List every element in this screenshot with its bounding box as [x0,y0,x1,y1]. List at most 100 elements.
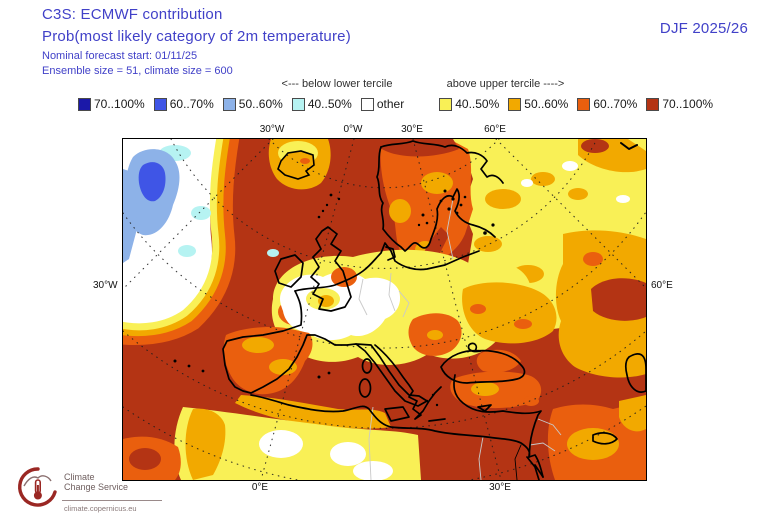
copernicus-logo-block: Climate Change Service climate.copernicu… [16,466,246,519]
legend-item: 40..50% [439,97,499,111]
forecast-start-text: Nominal forecast start: 01/11/25 [42,50,198,62]
legend-swatch [222,97,236,111]
legend-label: 70..100% [94,97,145,111]
axis-top-60e: 60°E [484,124,506,135]
probability-map [122,138,647,481]
region-amber-ukraine [462,282,557,344]
blob-amber [485,189,521,209]
legend-swatch [439,97,453,111]
band-orange [123,139,240,346]
season-label: DJF 2025/26 [659,20,748,37]
blob-amber [269,359,297,375]
blob-orange [523,396,539,406]
legend-item: 70..100% [646,97,713,111]
legend-swatch [291,97,305,111]
legend-label: 40..50% [307,97,352,111]
axis-bottom-0e: 0°E [251,482,269,493]
blob-white-sahara [259,430,303,458]
region-ltblue-edge [123,169,137,263]
map-canvas [123,139,646,480]
above-tercile-label: above upper tercile ----> [446,78,565,90]
legend-item: 60..70% [577,97,637,111]
page-subtitle: Prob(most likely category of 2m temperat… [42,28,351,45]
blob-orange [470,304,486,314]
legend-label: 50..60% [238,97,283,111]
blob-cyan [178,245,196,257]
legend-label: 60..70% [593,97,638,111]
legend-swatch [153,97,167,111]
logo-line2: Change Service [64,482,129,492]
legend-item: other [360,97,405,111]
blob-white [616,195,630,203]
legend-swatch [577,97,591,111]
blob-white-sahara [353,461,393,480]
logo-text: Climate Change Service [64,472,128,492]
region-orange-blacksea-east [476,349,521,373]
coastlines [222,140,646,480]
logo-line1: Climate [64,472,95,482]
legend-item: 60..70% [153,97,214,111]
logo-mountains [23,475,52,487]
region-amber-morocco [185,408,226,480]
ensemble-size-text: Ensemble size = 51, climate size = 600 [42,65,233,77]
legend-item: 50..60% [508,97,568,111]
band-yellow [123,139,224,331]
axis-top-30e: 30°E [401,124,423,135]
legend-swatch [360,97,374,111]
band-amber [123,139,230,337]
graticule [123,139,646,480]
legend-label: 50..60% [524,97,569,111]
blob-red-arctic [581,139,609,153]
blob-amber [389,199,411,223]
blob-orange [583,252,603,266]
legend-swatch [508,97,522,111]
axis-left-30w: 30°W [93,280,118,291]
blob-amber [567,428,619,460]
blob-amber [421,172,453,194]
legend-label: 60..70% [169,97,214,111]
blob-amber [242,337,274,353]
legend-item: 40..50% [291,97,352,111]
legend-swatch [78,97,91,111]
region-amber-maghreb-coast [235,395,391,429]
logo-crescent [18,467,57,507]
below-tercile-label: <--- below lower tercile [281,78,393,90]
axis-bottom-30e: 30°E [489,482,511,493]
region-amber-right-wedge [619,395,646,432]
legend-item: 50..60% [222,97,283,111]
region-orange-scandinavia [380,140,473,269]
legend-item: 70..100% [78,97,145,111]
blob-red-scand-top [373,139,459,157]
climate-change-service-logo-icon [18,467,57,507]
region-red-caucasus [591,278,646,321]
blob-amber [531,172,555,186]
region-royal-blue-core [138,162,166,202]
logo-thermometer-bulb [33,491,42,500]
axis-right-60e: 60°E [651,280,673,291]
blob-cyan [267,249,279,257]
blob-white [562,161,578,171]
logo-thermometer-mercury [36,485,39,494]
axis-top-0w: 0°W [343,124,363,135]
blob-white-sahara [330,442,366,466]
blob-amber [427,330,443,340]
legend-label: 40..50% [455,97,500,111]
page-title: C3S: ECMWF contribution [42,6,223,23]
logo-divider [62,500,162,501]
blob-amber [568,188,588,200]
blob-orange [300,158,310,164]
blob-red-sw [129,448,161,470]
blob-amber [471,382,499,396]
blob-amber [474,236,502,252]
blob-white [521,179,533,187]
country-borders [358,198,562,480]
color-legend: 70..100% 60..70% 50..60% 40..50% other 4… [78,97,722,111]
legend-label: 70..100% [662,97,714,111]
blob-cyan [191,206,211,220]
legend-label: other [376,97,405,111]
logo-url: climate.copernicus.eu [64,504,137,513]
lake-island-dots [173,189,495,407]
axis-top-30w: 30°W [259,124,285,135]
blob-orange [514,319,532,329]
